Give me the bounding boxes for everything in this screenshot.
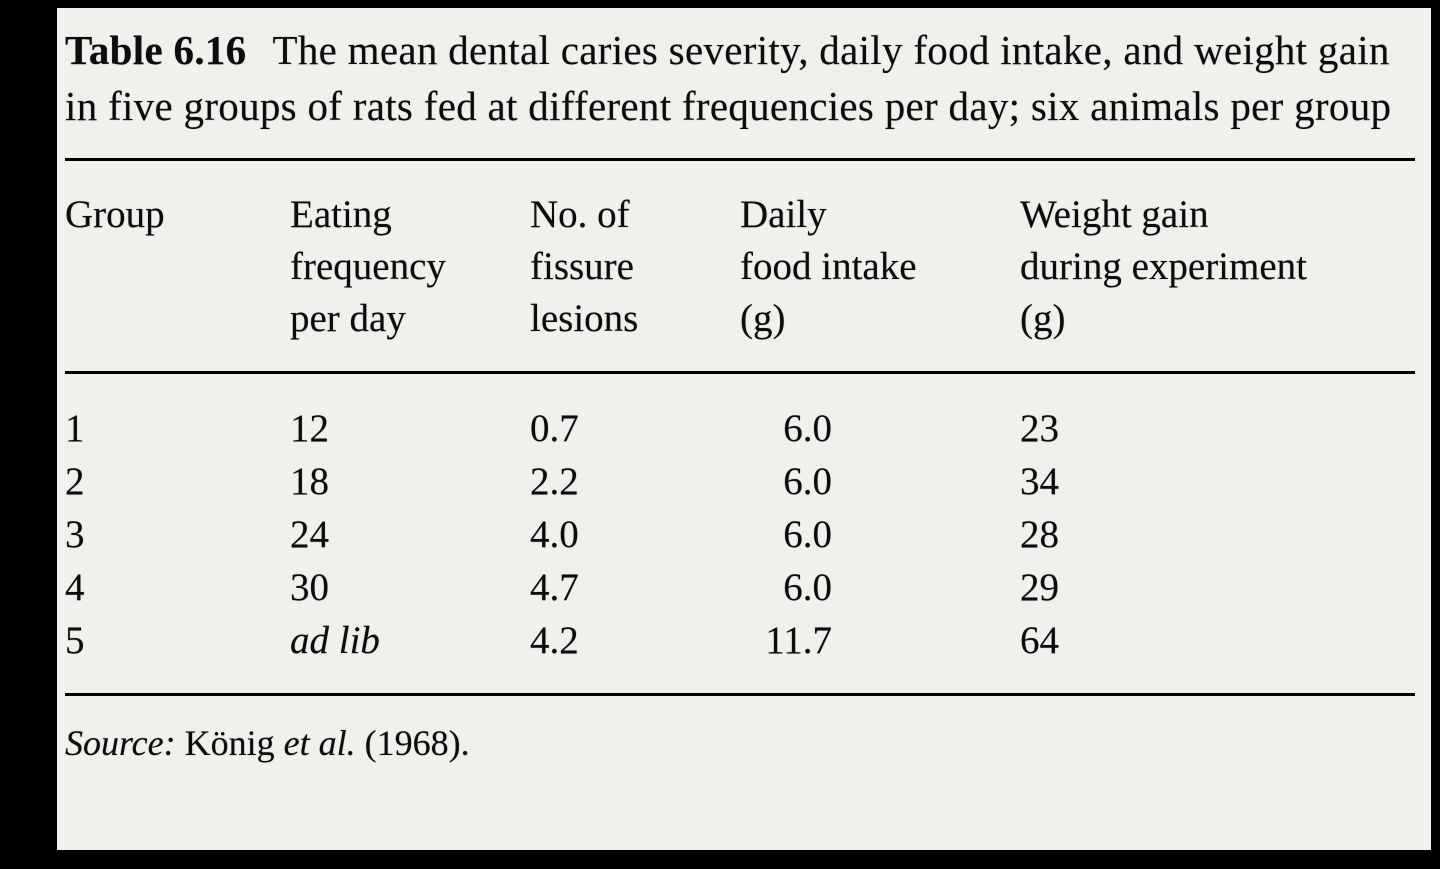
source-line: Source: König et al. (1968).	[65, 720, 1417, 766]
caption-label: Table 6.16	[65, 27, 247, 73]
cell-food-intake: 6.0	[783, 460, 832, 503]
cell-group: 3	[65, 513, 85, 556]
cell-weight-gain: 23	[1020, 407, 1059, 450]
column-header-group: Group	[65, 193, 165, 236]
table-body: 1 12 0.7 6.0 23 2 18 2.2 6.0 34 3 24 4.0…	[65, 374, 1417, 667]
top-rule	[65, 158, 1415, 161]
column-header-food-intake: Daily food intake (g)	[740, 193, 917, 340]
cell-group: 1	[65, 407, 85, 450]
column-header-weight-gain: Weight gain during experiment (g)	[1020, 193, 1307, 340]
table-header-row: Group Eating frequency per day No. of fi…	[65, 161, 1417, 347]
cell-eating-frequency: 18	[290, 460, 329, 503]
source-space1	[176, 723, 185, 763]
cell-eating-frequency: 24	[290, 513, 329, 556]
cell-fissure-lesions: 4.0	[530, 513, 579, 556]
source-author: König	[184, 723, 275, 763]
cell-eating-frequency: 12	[290, 407, 329, 450]
source-space3	[356, 723, 365, 763]
cell-food-intake: 6.0	[783, 513, 832, 556]
cell-group: 5	[65, 619, 85, 662]
caption-text: The mean dental caries severity, daily f…	[65, 27, 1392, 129]
source-space2	[275, 723, 284, 763]
cell-weight-gain: 28	[1020, 513, 1059, 556]
header-rule	[65, 371, 1415, 374]
cell-eating-frequency: 30	[290, 566, 329, 609]
cell-group: 4	[65, 566, 85, 609]
cell-fissure-lesions: 0.7	[530, 407, 579, 450]
cell-food-intake: 6.0	[783, 566, 832, 609]
cell-fissure-lesions: 2.2	[530, 460, 579, 503]
cell-food-intake: 11.7	[765, 619, 832, 662]
cell-fissure-lesions: 4.2	[530, 619, 579, 662]
cell-weight-gain: 29	[1020, 566, 1059, 609]
cell-weight-gain: 64	[1020, 619, 1059, 662]
cell-weight-gain: 34	[1020, 460, 1059, 503]
column-header-fissure-lesions: No. of fissure lesions	[530, 193, 639, 340]
source-label: Source:	[65, 723, 176, 763]
cell-eating-frequency: ad lib	[290, 619, 380, 662]
document-page: Table 6.16 The mean dental caries severit…	[57, 8, 1431, 850]
table-caption: Table 6.16 The mean dental caries severit…	[65, 22, 1417, 134]
source-year: (1968).	[364, 723, 470, 763]
cell-group: 2	[65, 460, 85, 503]
footer-rule	[65, 693, 1415, 696]
column-header-eating-frequency: Eating frequency per day	[290, 193, 446, 340]
cell-fissure-lesions: 4.7	[530, 566, 579, 609]
cell-food-intake: 6.0	[783, 407, 832, 450]
source-etal: et al.	[283, 723, 356, 763]
